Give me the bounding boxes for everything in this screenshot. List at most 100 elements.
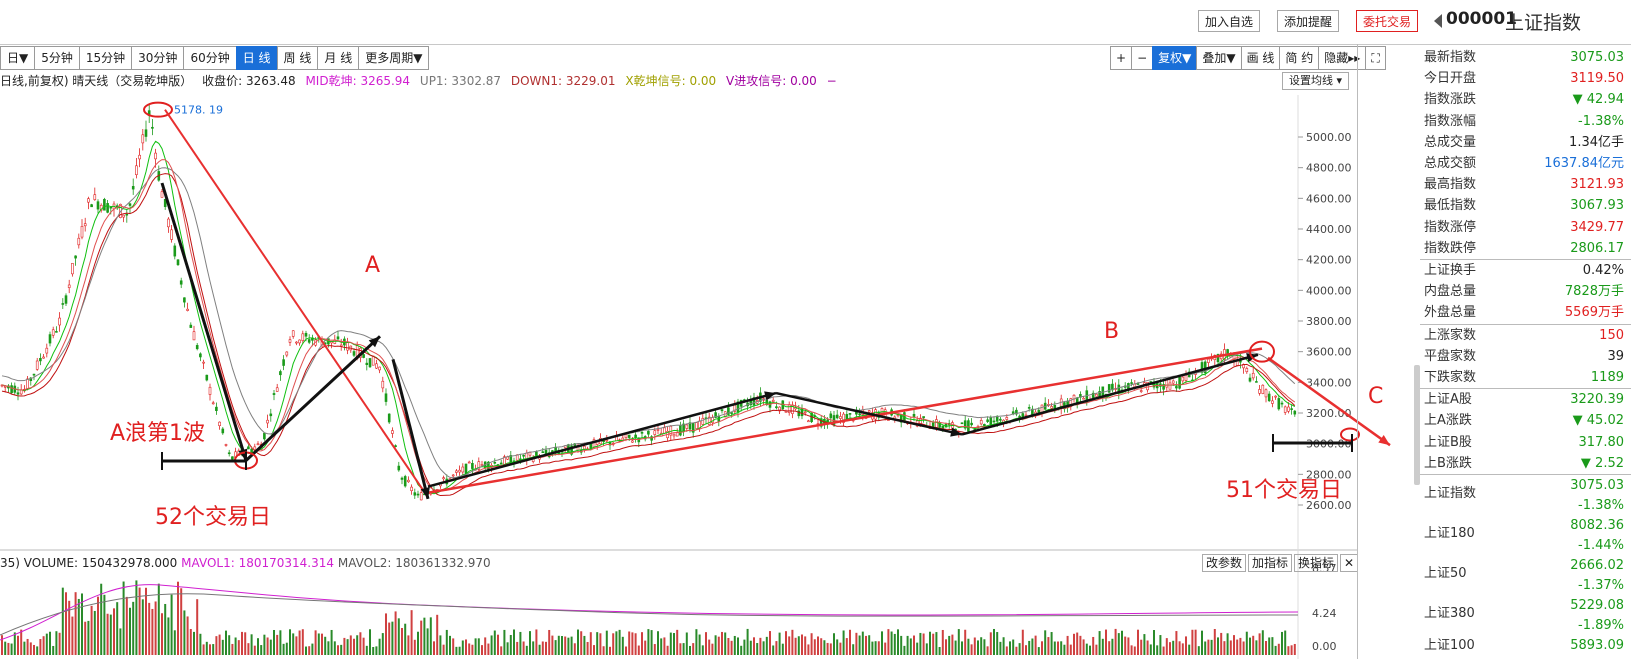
volume-bar [1181, 643, 1184, 655]
volume-bar [794, 637, 797, 655]
volume-bar [481, 645, 483, 655]
index-row[interactable]: 上证180 [1424, 523, 1624, 544]
period-tab-7[interactable]: 月 线 [317, 46, 360, 70]
chart-tool-7[interactable]: ⛶ [1365, 46, 1386, 70]
period-tab-8[interactable]: 更多周期▼ [358, 46, 430, 70]
b1-up-arrow [427, 391, 777, 488]
index-row[interactable]: 上证50 [1424, 563, 1624, 584]
candle-body [231, 456, 234, 460]
candle-body [647, 430, 650, 435]
index-row[interactable]: 上证指数 [1424, 483, 1624, 504]
volume-bar [317, 633, 320, 655]
candle-body [339, 344, 343, 347]
quote-value: 39 [1607, 348, 1624, 364]
volume-bar [116, 602, 119, 655]
candle-body [656, 429, 660, 431]
chart-tool-2[interactable]: 复权▼ [1152, 46, 1198, 70]
volume-bar [858, 635, 861, 655]
candle-body [291, 330, 295, 337]
volume-bar [330, 629, 333, 655]
period-tab-3[interactable]: 30分钟 [131, 46, 185, 70]
volume-bar [1034, 635, 1037, 655]
volume-bar [836, 639, 839, 655]
volume-bar [749, 640, 752, 655]
volume-bar [145, 587, 147, 655]
candle-body [775, 406, 778, 409]
quote-label: 内盘总量 [1424, 284, 1477, 300]
quote-value: 0.42% [1582, 263, 1624, 278]
volume-bar [65, 592, 67, 655]
volume-bar [804, 636, 807, 655]
chart-tool-3[interactable]: 叠加▼ [1196, 46, 1242, 70]
quote-row: 上证换手 0.42% [1424, 260, 1624, 281]
volume-bar [1041, 641, 1043, 655]
index-row[interactable]: 上证100 [1424, 635, 1624, 656]
volume-bar [426, 628, 429, 655]
set-ma-button[interactable]: 设置均线 ▾ [1282, 72, 1350, 90]
candle-body [941, 425, 945, 429]
volume-legend: 35) VOLUME: 150432978.000 MAVOL1: 180170… [0, 556, 491, 570]
candle-body [631, 440, 634, 443]
candle-body [960, 422, 964, 425]
volume-bar [1069, 644, 1072, 655]
volume-bar [529, 631, 531, 655]
volume-bar [1271, 637, 1274, 655]
volume-bar [327, 641, 330, 655]
volume-bar [218, 634, 221, 655]
volume-bar [170, 594, 173, 655]
volume-bar [746, 628, 749, 655]
back-arrow-icon[interactable] [1434, 14, 1442, 28]
volume-button-2[interactable]: 换指标 [1294, 554, 1339, 572]
quote-label: 指数跌停 [1424, 240, 1477, 256]
trade-button[interactable]: 委托交易 [1356, 10, 1419, 32]
add-alert-button[interactable]: 添加提醒 [1277, 10, 1340, 32]
period-tab-4[interactable]: 60分钟 [183, 46, 237, 70]
volume-bar [276, 634, 279, 655]
candle-body [807, 420, 810, 423]
candle-body [83, 223, 87, 227]
candle-body [131, 186, 135, 190]
volume-bar [1121, 630, 1123, 655]
quote-value: 3075.03 [1570, 50, 1624, 65]
volume-bar [1079, 635, 1082, 655]
volume-bar [573, 643, 576, 655]
volume-bar [1012, 639, 1015, 655]
volume-button-0[interactable]: 改参数 [1202, 554, 1247, 572]
period-tab-2[interactable]: 15分钟 [78, 46, 133, 70]
chart-tool-6[interactable]: 隐藏▸▸ [1318, 46, 1367, 70]
volume-bar [1066, 635, 1069, 655]
volume-bar [186, 616, 189, 655]
vertical-scroll-handle[interactable] [1414, 365, 1420, 485]
volume-bar [826, 642, 829, 655]
volume-bar [1146, 640, 1149, 655]
volume-button-1[interactable]: 加指标 [1248, 554, 1293, 572]
add-watchlist-button[interactable]: 加入自选 [1198, 10, 1261, 32]
peak-circle [143, 101, 173, 118]
candle-body [192, 331, 196, 341]
price-tick-label: 4600.00 [1306, 192, 1352, 205]
candle-body [1139, 390, 1143, 392]
volume-bar [852, 644, 855, 655]
volume-bar [1073, 633, 1075, 655]
volume-bar [234, 637, 237, 655]
chart-tool-4[interactable]: 画 线 [1240, 46, 1281, 70]
volume-bar [993, 628, 995, 655]
candle-body [51, 329, 55, 336]
volume-bar [612, 633, 615, 655]
candle-body [93, 194, 97, 200]
candle-body [224, 444, 228, 446]
volume-button-3[interactable]: ✕ [1340, 554, 1359, 572]
index-row[interactable]: 上证380 [1424, 603, 1624, 624]
period-tab-5[interactable]: 日 线 [235, 46, 278, 70]
label-a: A [365, 253, 380, 278]
volume-bar [1060, 641, 1063, 655]
period-tab-6[interactable]: 周 线 [276, 46, 319, 70]
candle-body [285, 351, 289, 356]
volume-bar [951, 634, 954, 655]
volume-bar [413, 639, 416, 655]
quote-value: ▼ 42.94 [1572, 92, 1624, 108]
candle-body [634, 434, 637, 438]
label-b: B [1104, 319, 1119, 344]
volume-bar [522, 641, 525, 655]
